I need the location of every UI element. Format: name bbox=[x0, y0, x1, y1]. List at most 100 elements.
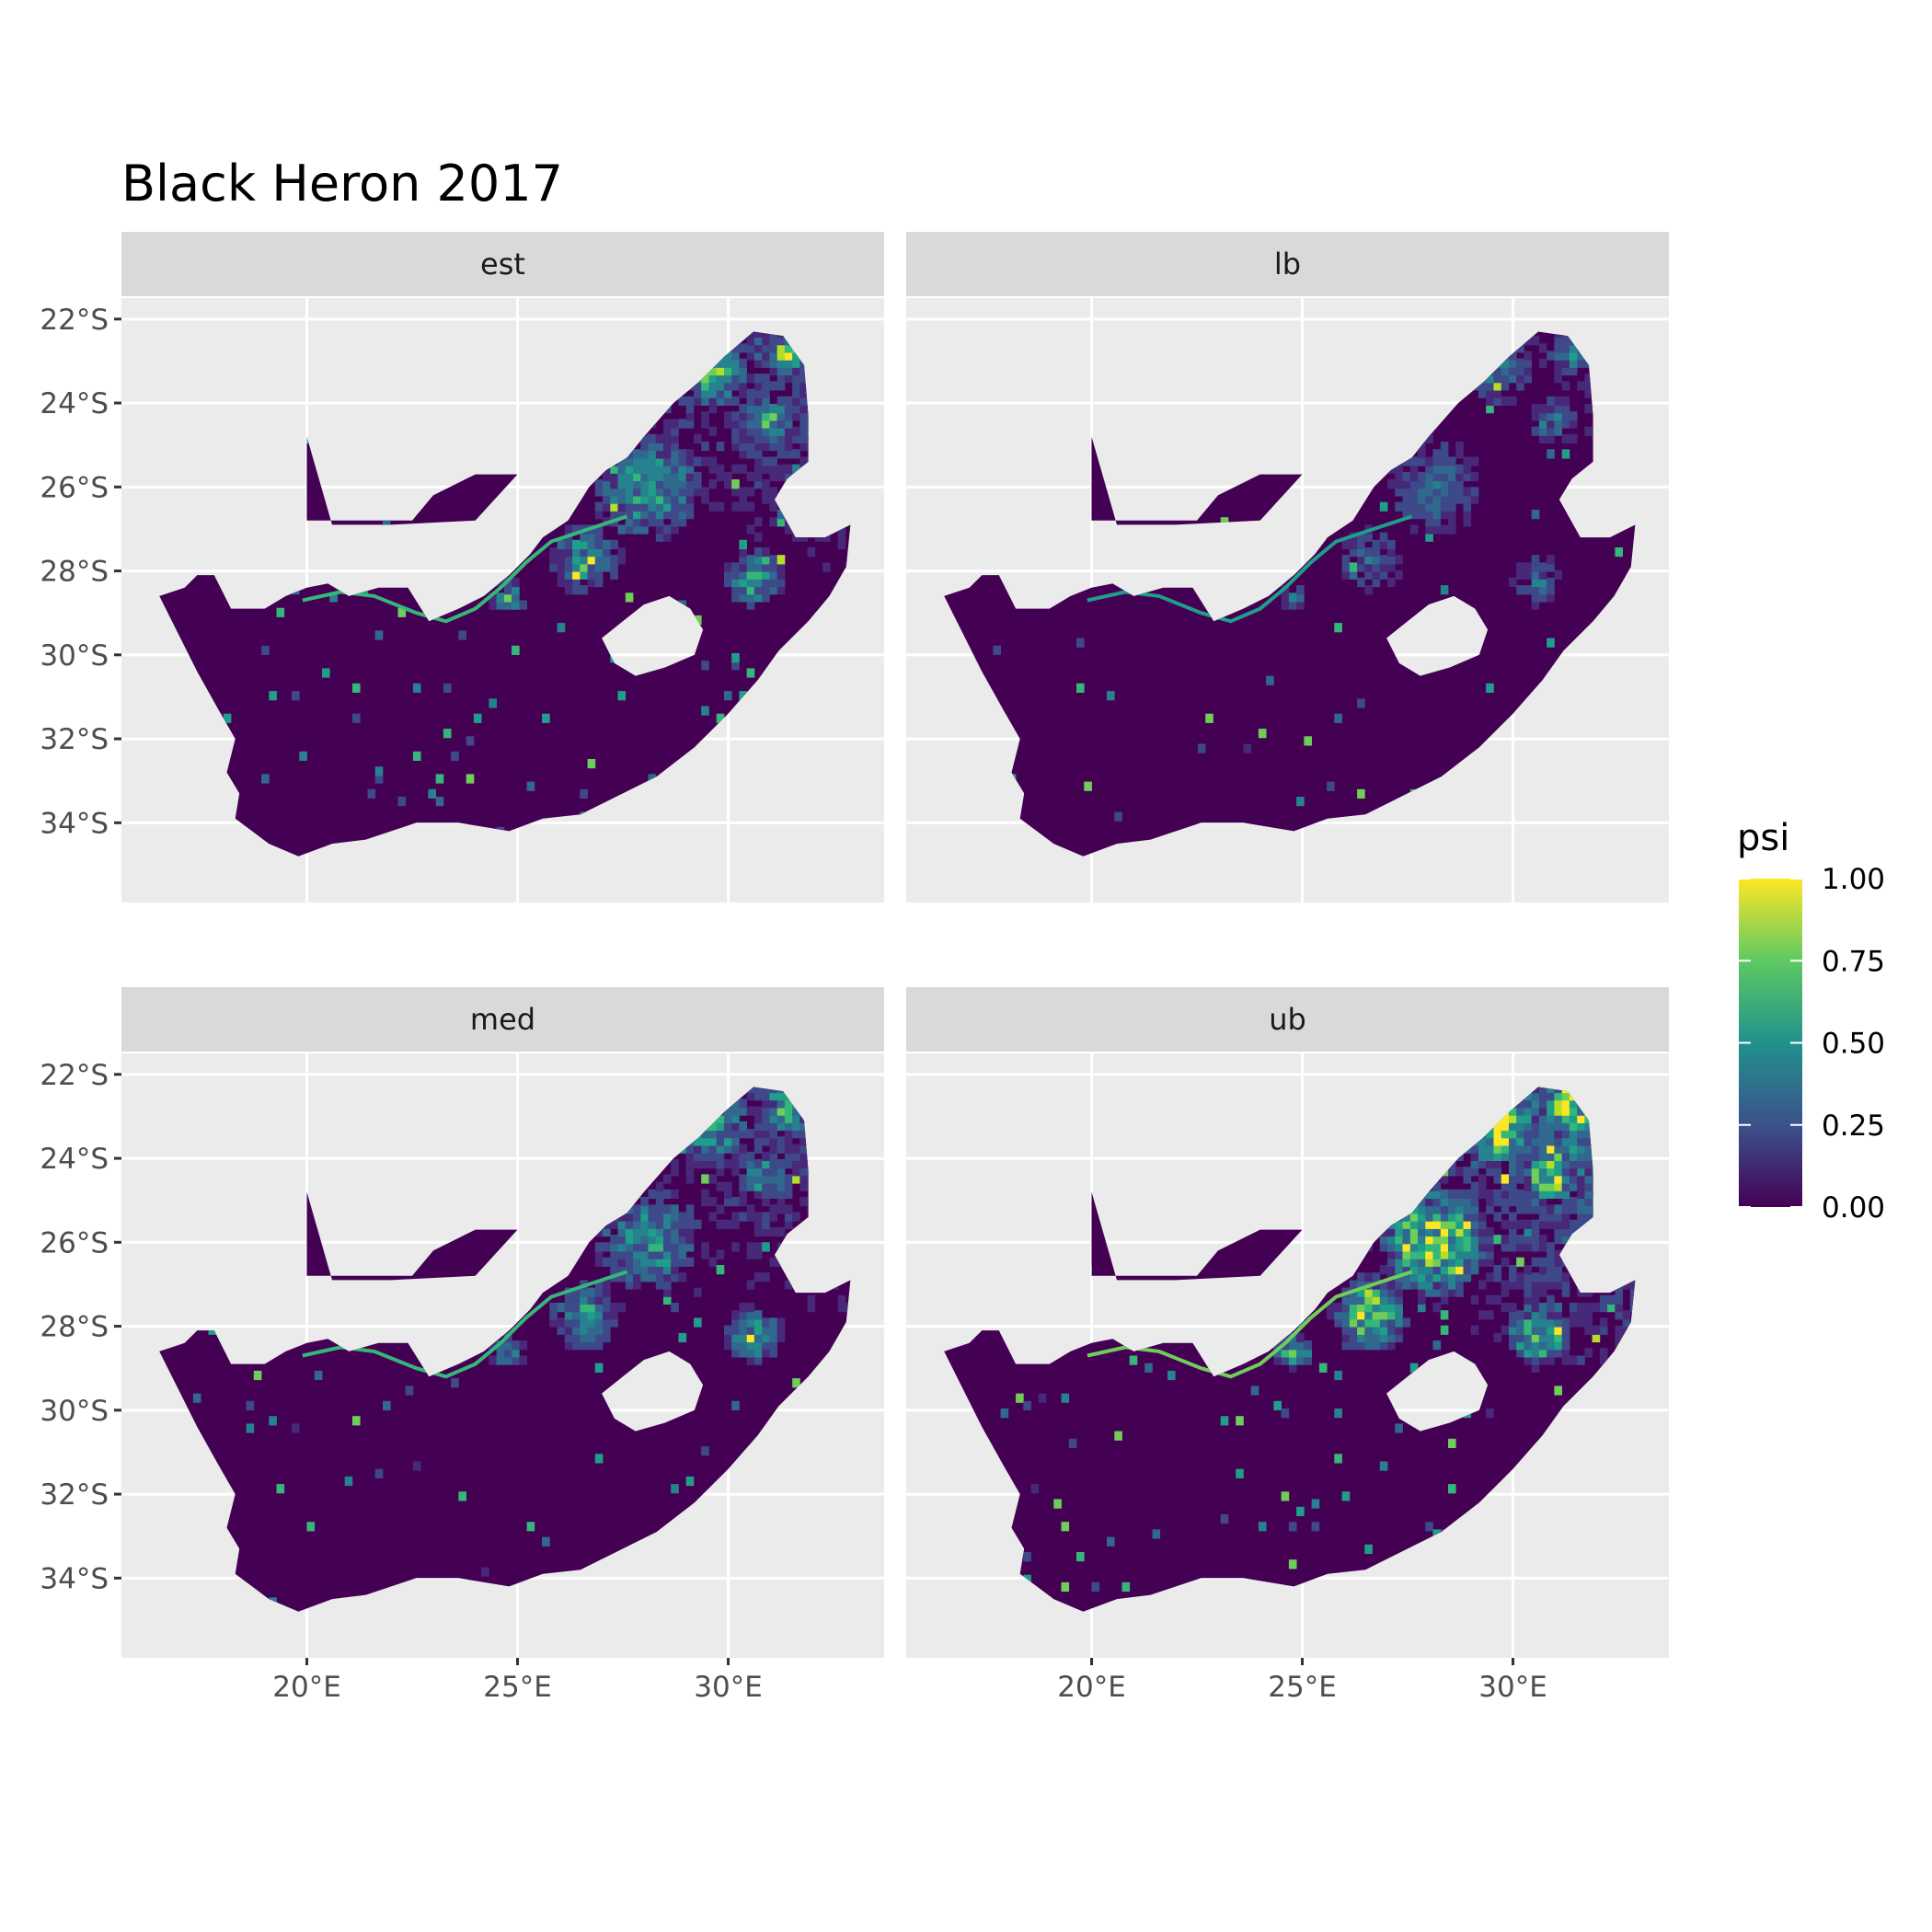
raster-cell bbox=[799, 442, 808, 452]
raster-cell bbox=[708, 374, 718, 384]
raster-cell bbox=[1357, 1280, 1365, 1290]
raster-cell bbox=[1061, 1581, 1070, 1593]
raster-cell bbox=[724, 365, 732, 376]
raster-cell bbox=[708, 396, 718, 406]
raster-cell bbox=[1524, 1159, 1532, 1169]
raster-cell bbox=[685, 1219, 695, 1229]
raster-cell bbox=[678, 1242, 687, 1252]
raster-cell bbox=[1531, 1287, 1540, 1297]
raster-cell bbox=[1432, 1181, 1442, 1191]
raster-cell bbox=[1531, 1087, 1540, 1094]
raster-cell bbox=[1531, 1106, 1540, 1116]
raster-cell bbox=[1418, 1272, 1426, 1282]
raster-cell bbox=[564, 524, 573, 535]
raster-cell bbox=[610, 1257, 618, 1267]
raster-cell bbox=[1486, 396, 1494, 406]
raster-cell bbox=[633, 1265, 641, 1275]
raster-cell bbox=[1470, 1235, 1479, 1245]
raster-cell bbox=[1409, 1235, 1419, 1245]
raster-cell bbox=[1531, 1098, 1540, 1109]
raster-cell bbox=[1547, 1129, 1555, 1139]
raster-cell bbox=[1547, 1219, 1555, 1229]
raster-cell bbox=[1501, 1181, 1510, 1191]
raster-cell bbox=[1425, 464, 1433, 474]
raster-cell bbox=[1584, 1212, 1593, 1222]
raster-cell bbox=[731, 1144, 740, 1154]
raster-cell bbox=[671, 442, 679, 452]
raster-cell bbox=[746, 331, 755, 339]
raster-cell bbox=[1524, 1317, 1532, 1328]
raster-cell bbox=[678, 479, 687, 489]
raster-cell bbox=[716, 1249, 725, 1259]
raster-cell bbox=[1448, 456, 1456, 466]
raster-cell bbox=[1554, 336, 1562, 346]
raster-cell bbox=[701, 1249, 709, 1259]
raster-cell bbox=[617, 479, 627, 489]
raster-cell bbox=[1569, 1303, 1578, 1313]
raster-cell bbox=[1501, 396, 1510, 406]
raster-cell bbox=[1569, 1129, 1578, 1139]
raster-cell bbox=[746, 449, 755, 459]
raster-cell bbox=[1455, 464, 1464, 474]
raster-cell bbox=[1547, 1294, 1555, 1305]
raster-cell bbox=[1387, 562, 1396, 572]
raster-cell bbox=[1486, 1204, 1494, 1214]
raster-cell bbox=[724, 471, 732, 482]
raster-cell bbox=[753, 464, 763, 474]
raster-cell bbox=[1531, 1174, 1540, 1184]
raster-cell bbox=[685, 1144, 695, 1154]
raster-cell bbox=[663, 1219, 672, 1229]
raster-cell bbox=[694, 1219, 702, 1229]
raster-cell bbox=[753, 1212, 763, 1222]
raster-cell bbox=[640, 1226, 649, 1237]
raster-cell bbox=[671, 426, 679, 436]
raster-cell bbox=[701, 1197, 709, 1207]
raster-cell bbox=[716, 471, 725, 482]
raster-cell bbox=[1402, 1235, 1411, 1245]
raster-cell bbox=[1418, 449, 1426, 459]
raster-cell bbox=[594, 569, 604, 580]
raster-cell bbox=[1547, 1325, 1555, 1335]
raster-cell bbox=[776, 569, 786, 580]
raster-cell bbox=[746, 1204, 755, 1214]
raster-cell bbox=[739, 1340, 747, 1351]
raster-cell bbox=[716, 1151, 725, 1161]
raster-cell bbox=[655, 532, 664, 542]
raster-cell bbox=[1547, 1151, 1555, 1161]
raster-cell bbox=[792, 433, 800, 443]
raster-cell bbox=[549, 547, 558, 558]
raster-cell bbox=[1372, 1340, 1381, 1351]
raster-cell bbox=[1379, 1461, 1388, 1471]
raster-cell bbox=[1425, 487, 1433, 497]
raster-cell bbox=[1470, 471, 1479, 482]
raster-cell bbox=[1448, 479, 1456, 489]
raster-cell bbox=[1478, 1189, 1487, 1199]
raster-cell bbox=[776, 343, 786, 353]
raster-cell bbox=[1531, 1280, 1540, 1290]
raster-cell bbox=[1372, 1317, 1381, 1328]
raster-cell bbox=[776, 510, 786, 520]
raster-cell bbox=[1440, 1174, 1449, 1184]
raster-cell bbox=[1273, 1355, 1282, 1365]
raster-cell bbox=[640, 1272, 649, 1282]
raster-cell bbox=[1554, 1151, 1562, 1161]
raster-cell bbox=[223, 713, 232, 723]
raster-cell bbox=[1561, 1106, 1570, 1116]
raster-cell bbox=[1296, 592, 1305, 603]
raster-cell bbox=[762, 336, 770, 346]
raster-cell bbox=[1516, 1136, 1524, 1146]
raster-cell bbox=[776, 1106, 786, 1116]
raster-cell bbox=[603, 1287, 611, 1297]
raster-cell bbox=[496, 1355, 505, 1365]
raster-cell bbox=[1531, 1189, 1540, 1199]
raster-cell bbox=[1364, 569, 1373, 580]
raster-cell bbox=[671, 479, 679, 489]
raster-cell bbox=[1547, 562, 1555, 572]
raster-cell bbox=[663, 433, 672, 443]
raster-cell bbox=[685, 1167, 695, 1177]
raster-cell bbox=[1364, 1294, 1373, 1305]
raster-cell bbox=[701, 411, 709, 421]
raster-cell bbox=[769, 555, 777, 565]
raster-cell bbox=[671, 494, 679, 504]
raster-cell bbox=[663, 1265, 672, 1275]
